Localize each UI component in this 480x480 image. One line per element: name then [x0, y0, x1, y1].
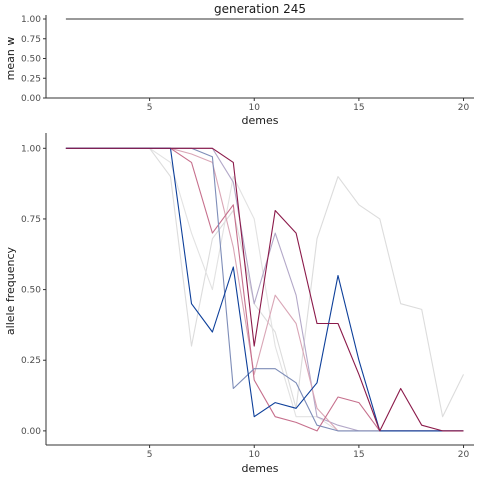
x-tick-label: 5 [147, 450, 153, 460]
x-tick-label: 15 [353, 450, 364, 460]
series-line-8 [65, 147, 464, 432]
chart-title: generation 245 [214, 2, 306, 16]
y-tick-label: 0.00 [21, 427, 41, 437]
series-line-3 [65, 147, 464, 432]
x-tick-label: 10 [249, 450, 261, 460]
y-tick-label: 0.00 [21, 94, 41, 104]
x-tick-label: 20 [458, 103, 470, 113]
y-tick-label: 0.50 [21, 55, 41, 65]
series-line-6 [65, 147, 464, 432]
series-line-5 [65, 147, 464, 432]
x-axis-title: demes [242, 462, 279, 475]
x-tick-label: 20 [458, 450, 470, 460]
x-tick-label: 15 [353, 103, 364, 113]
y-axis-title: allele frequency [4, 246, 17, 335]
panel-allele-frequency [43, 133, 474, 448]
series-line-2 [65, 147, 464, 432]
y-tick-label: 0.75 [21, 215, 41, 225]
y-tick-label: 1.00 [21, 144, 41, 154]
y-axis-title: mean w [4, 37, 17, 81]
y-tick-label: 0.75 [21, 35, 41, 45]
x-axis-title: demes [242, 114, 279, 127]
panel-mean-w [43, 15, 474, 101]
series-line-4 [65, 147, 464, 432]
x-tick-label: 5 [147, 103, 153, 113]
x-tick-label: 10 [249, 103, 261, 113]
series-line-7 [65, 147, 464, 432]
y-tick-label: 0.25 [21, 74, 41, 84]
y-tick-label: 1.00 [21, 15, 41, 25]
y-tick-label: 0.50 [21, 286, 41, 296]
y-tick-label: 0.25 [21, 356, 41, 366]
